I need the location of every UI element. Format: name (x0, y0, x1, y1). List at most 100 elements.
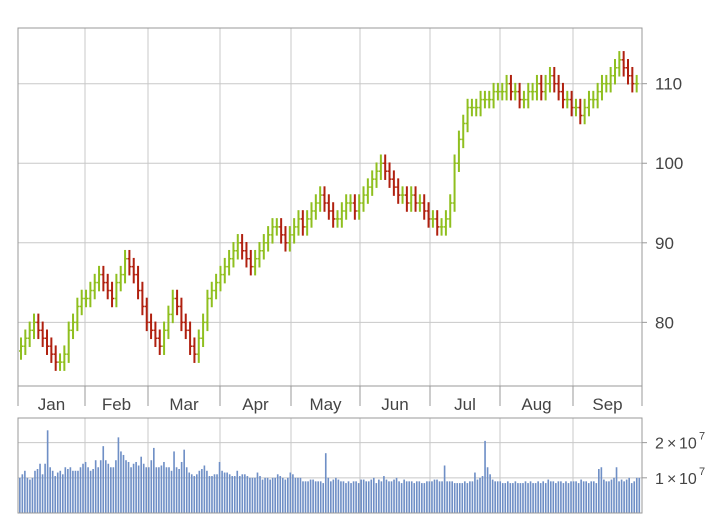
volume-bar (464, 481, 466, 513)
volume-bar (443, 465, 446, 513)
ohlc-bar-down (422, 194, 427, 220)
ohlc-bar-up (482, 90, 487, 109)
ohlc-bar-down (45, 329, 50, 355)
volume-bar (529, 481, 532, 513)
ohlc-bar-up (634, 74, 639, 93)
ohlc-bar-down (149, 313, 154, 340)
volume-bar (421, 483, 423, 513)
volume-bar (615, 467, 618, 513)
volume-bar (560, 481, 562, 513)
volume-bar (324, 453, 327, 513)
volume-bar (292, 474, 294, 513)
ohlc-bar-down (552, 66, 557, 93)
volume-bar (608, 481, 610, 513)
ohlc-bar-up (591, 90, 596, 109)
volume-bar (259, 476, 261, 513)
volume-bar (271, 477, 274, 513)
volume-bar (383, 476, 385, 513)
volume-bar (226, 472, 228, 513)
volume-bar (496, 481, 499, 513)
ohlc-bar-up (604, 74, 609, 93)
volume-bar (54, 476, 57, 513)
volume-bar (527, 483, 529, 513)
volume-bar (367, 481, 370, 513)
volume-bar (213, 474, 216, 513)
ohlc-bar-up (88, 281, 93, 308)
ohlc-bar-down (396, 178, 401, 204)
month-label: Mar (169, 395, 199, 414)
ohlc-bar-up (71, 313, 76, 340)
volume-bar (342, 481, 345, 513)
volume-bar (506, 481, 509, 513)
ohlc-bar-up (118, 265, 123, 292)
ohlc-bar-up (222, 257, 227, 284)
volume-bar (486, 467, 489, 513)
ohlc-bar-down (140, 281, 145, 316)
ohlc-bar-up (409, 186, 414, 212)
volume-bar (137, 465, 140, 513)
ohlc-bar-up (227, 249, 232, 276)
volume-bar (155, 467, 158, 513)
ohlc-bar-up (214, 273, 219, 300)
ohlc-bar-up (348, 194, 353, 212)
ohlc-bar-up (400, 186, 405, 204)
volume-bar (630, 483, 633, 513)
volume-bar (542, 481, 545, 513)
volume-bar (51, 470, 54, 513)
volume-bar (206, 470, 208, 513)
volume-bar (170, 470, 173, 513)
ohlc-bar-up (27, 321, 32, 348)
volume-bar (598, 469, 600, 513)
volume-bar (504, 483, 507, 513)
volume-bar (479, 477, 481, 513)
ohlc-bar-up (465, 98, 470, 133)
volume-bar (165, 467, 168, 513)
month-label: Sep (592, 395, 622, 414)
volume-bar (198, 470, 201, 513)
volume-bar (31, 477, 34, 513)
volume-bar (476, 479, 479, 513)
volume-bar (203, 465, 206, 513)
volume-bar (577, 483, 580, 513)
volume-bar (370, 479, 373, 513)
volume-bar (610, 479, 613, 513)
ohlc-bar-up (253, 249, 258, 276)
volume-bar (127, 461, 130, 513)
month-label: Apr (242, 395, 269, 414)
volume-bar (201, 469, 203, 513)
volume-bar (153, 447, 155, 513)
ohlc-bar-up (500, 82, 505, 101)
ohlc-bar-down (188, 321, 193, 355)
volume-bar (77, 470, 79, 513)
volume-bar (216, 474, 218, 513)
ohlc-bar-down (131, 257, 136, 284)
volume-bar (539, 483, 542, 513)
ohlc-bar-up (205, 289, 210, 332)
price-y-tick-label: 80 (655, 313, 674, 332)
ohlc-bar-down (435, 210, 440, 236)
ohlc-bar-down (244, 242, 249, 268)
volume-bar (238, 476, 241, 513)
volume-bar (125, 460, 127, 513)
ohlc-bar-down (101, 265, 106, 292)
volume-bar (24, 470, 26, 513)
volume-bar (102, 446, 105, 513)
ohlc-bar-up (430, 210, 435, 228)
volume-bar (385, 479, 388, 513)
price-y-tick-label: 110 (655, 75, 682, 94)
volume-bar (572, 481, 575, 513)
ohlc-bar-down (240, 234, 245, 260)
volume-bar (107, 463, 110, 513)
ohlc-bar-up (196, 329, 201, 363)
ohlc-bar-down (179, 297, 184, 332)
ohlc-bar-down (283, 226, 288, 252)
ohlc-bar-down (157, 329, 162, 355)
volume-bar (163, 461, 165, 513)
volume-bar (261, 479, 264, 513)
ohlc-bar-down (49, 337, 54, 363)
ohlc-bar-down (110, 281, 115, 308)
volume-bar (74, 470, 77, 513)
volume-bar (605, 481, 608, 513)
volume-bar (431, 481, 433, 513)
